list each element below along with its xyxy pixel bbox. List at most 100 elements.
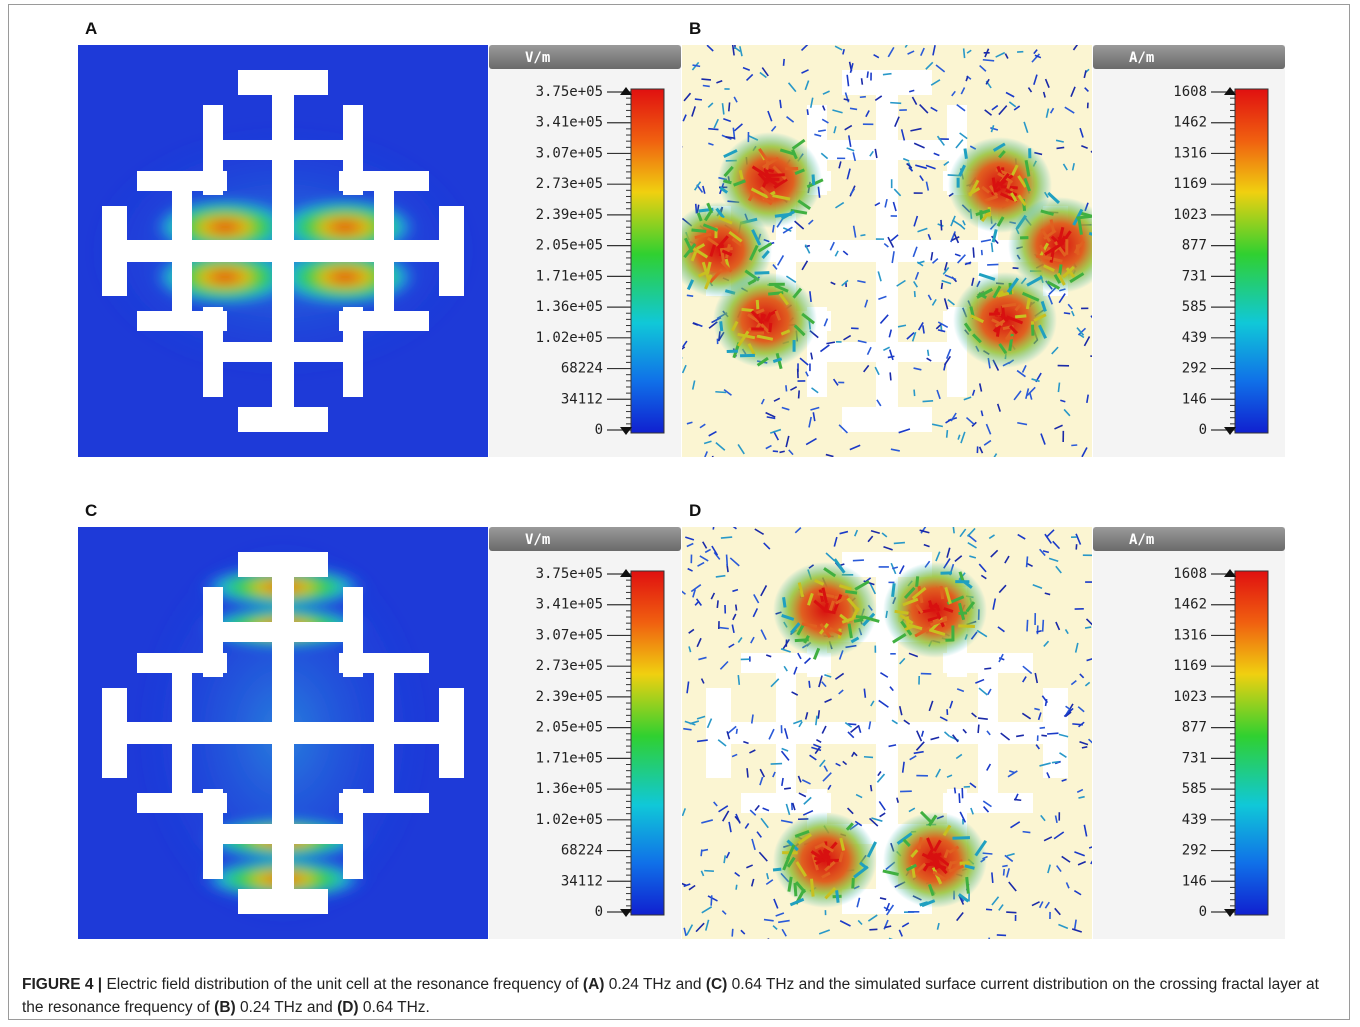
current-arrow <box>687 295 693 296</box>
current-arrow <box>964 48 965 58</box>
colorbar-tick-label: 146 <box>1182 873 1207 889</box>
current-arrow <box>992 243 993 252</box>
cross-part <box>343 307 363 397</box>
current-arrow <box>959 793 960 803</box>
current-arrow <box>854 620 863 622</box>
cross-part <box>374 171 394 331</box>
current-arrow <box>732 929 733 937</box>
current-arrow <box>860 235 865 236</box>
current-arrow <box>890 103 901 104</box>
current-arrow <box>1015 316 1026 317</box>
current-arrow <box>711 895 712 905</box>
colorbar-tick-label: 34112 <box>561 391 603 407</box>
colorbar-tick-label: 292 <box>1182 361 1207 377</box>
current-arrow <box>1052 762 1059 763</box>
current-arrow <box>958 613 967 614</box>
colorbar-tick-label: 68224 <box>561 361 603 377</box>
unit-label: V/m <box>525 532 550 548</box>
colorbar-panel: A/m1608146213161169102387773158543929214… <box>1093 45 1285 457</box>
current-arrow <box>799 390 800 398</box>
colorbar-tick-label: 877 <box>1182 720 1207 736</box>
cross-part <box>203 140 363 160</box>
simulation-image <box>678 520 1098 949</box>
current-arrow <box>890 372 891 380</box>
cross-part <box>272 552 294 733</box>
cross-part <box>102 240 283 262</box>
current-arrow <box>978 718 988 719</box>
current-arrow <box>701 79 711 80</box>
current-arrow <box>894 543 905 544</box>
current-arrow <box>1072 724 1083 725</box>
cross-part <box>172 653 192 813</box>
current-arrow <box>715 392 726 393</box>
current-arrow <box>736 605 737 611</box>
current-arrow <box>864 689 865 698</box>
colorbar-tick-label: 146 <box>1182 391 1207 407</box>
current-arrow <box>704 871 714 872</box>
colorbar-tick-label: 2.73e+05 <box>536 176 603 192</box>
current-arrow <box>784 788 791 789</box>
current-arrow <box>780 100 781 108</box>
colorbar-tick-label: 1.71e+05 <box>536 750 603 766</box>
colorbar <box>1235 571 1268 915</box>
colorbar-tick-label: 3.75e+05 <box>536 566 603 582</box>
colorbar-tick-label: 3.41e+05 <box>536 115 603 131</box>
current-arrow <box>740 170 742 179</box>
current-arrow <box>738 675 739 685</box>
current-arrow <box>703 86 710 87</box>
current-arrow <box>983 60 994 61</box>
current-arrow <box>941 283 942 289</box>
figure-caption: FIGURE 4 | Electric field distribution o… <box>22 973 1342 1019</box>
current-arrow <box>1071 445 1077 446</box>
current-arrow <box>702 850 708 851</box>
simulation-image <box>78 527 488 939</box>
colorbar-tick-label: 1.36e+05 <box>536 781 603 797</box>
caption-segment: 0.64 THz. <box>359 999 430 1016</box>
current-hotspot <box>883 562 987 658</box>
cross-part <box>172 171 192 331</box>
current-arrow <box>719 628 728 629</box>
colorbar-tick-label: 68224 <box>561 843 603 859</box>
current-arrow <box>856 617 864 618</box>
current-arrow <box>701 849 702 856</box>
colorbar <box>1235 89 1268 433</box>
current-arrow <box>795 883 796 896</box>
colorbar-tick-label: 731 <box>1182 268 1207 284</box>
colorbar-tick-label: 585 <box>1182 299 1207 315</box>
current-arrow <box>691 230 706 231</box>
colorbar-tick-label: 1462 <box>1173 597 1207 613</box>
current-arrow <box>952 838 969 839</box>
current-arrow <box>914 390 915 396</box>
current-arrow <box>818 710 819 718</box>
unit-label: A/m <box>1129 532 1154 548</box>
colorbar-tick-label: 3.41e+05 <box>536 597 603 613</box>
current-arrow <box>965 149 966 159</box>
cross-part <box>272 251 294 432</box>
colorbar-tick-label: 1316 <box>1173 627 1207 643</box>
cross-part <box>137 311 227 331</box>
cross-part <box>439 688 464 778</box>
unit-label: V/m <box>525 50 550 66</box>
current-arrow <box>1027 620 1028 632</box>
simulation-image <box>78 45 488 457</box>
colorbar-panel: A/m1608146213161169102387773158543929214… <box>1093 527 1285 939</box>
current-arrow <box>1014 799 1021 800</box>
cross-part <box>238 407 328 432</box>
current-arrow <box>1085 627 1091 628</box>
current-arrow <box>1082 747 1087 748</box>
current-arrow <box>721 537 732 538</box>
current-arrow <box>747 768 748 777</box>
current-arrow <box>736 885 737 890</box>
colorbar-tick-label: 2.39e+05 <box>536 689 603 705</box>
current-arrow <box>736 729 737 734</box>
caption-segment: (D) <box>337 999 359 1016</box>
caption-segment: Electric field distribution of the unit … <box>102 976 583 993</box>
current-arrow <box>915 291 916 297</box>
current-arrow <box>1057 147 1065 148</box>
current-arrow <box>895 611 909 613</box>
current-arrow <box>986 909 992 910</box>
cross-part <box>203 622 363 642</box>
colorbar <box>631 89 664 433</box>
colorbar-panel: V/m3.75e+053.41e+053.07e+052.73e+052.39e… <box>489 527 681 939</box>
caption-segment: 0.24 THz and <box>604 976 705 993</box>
